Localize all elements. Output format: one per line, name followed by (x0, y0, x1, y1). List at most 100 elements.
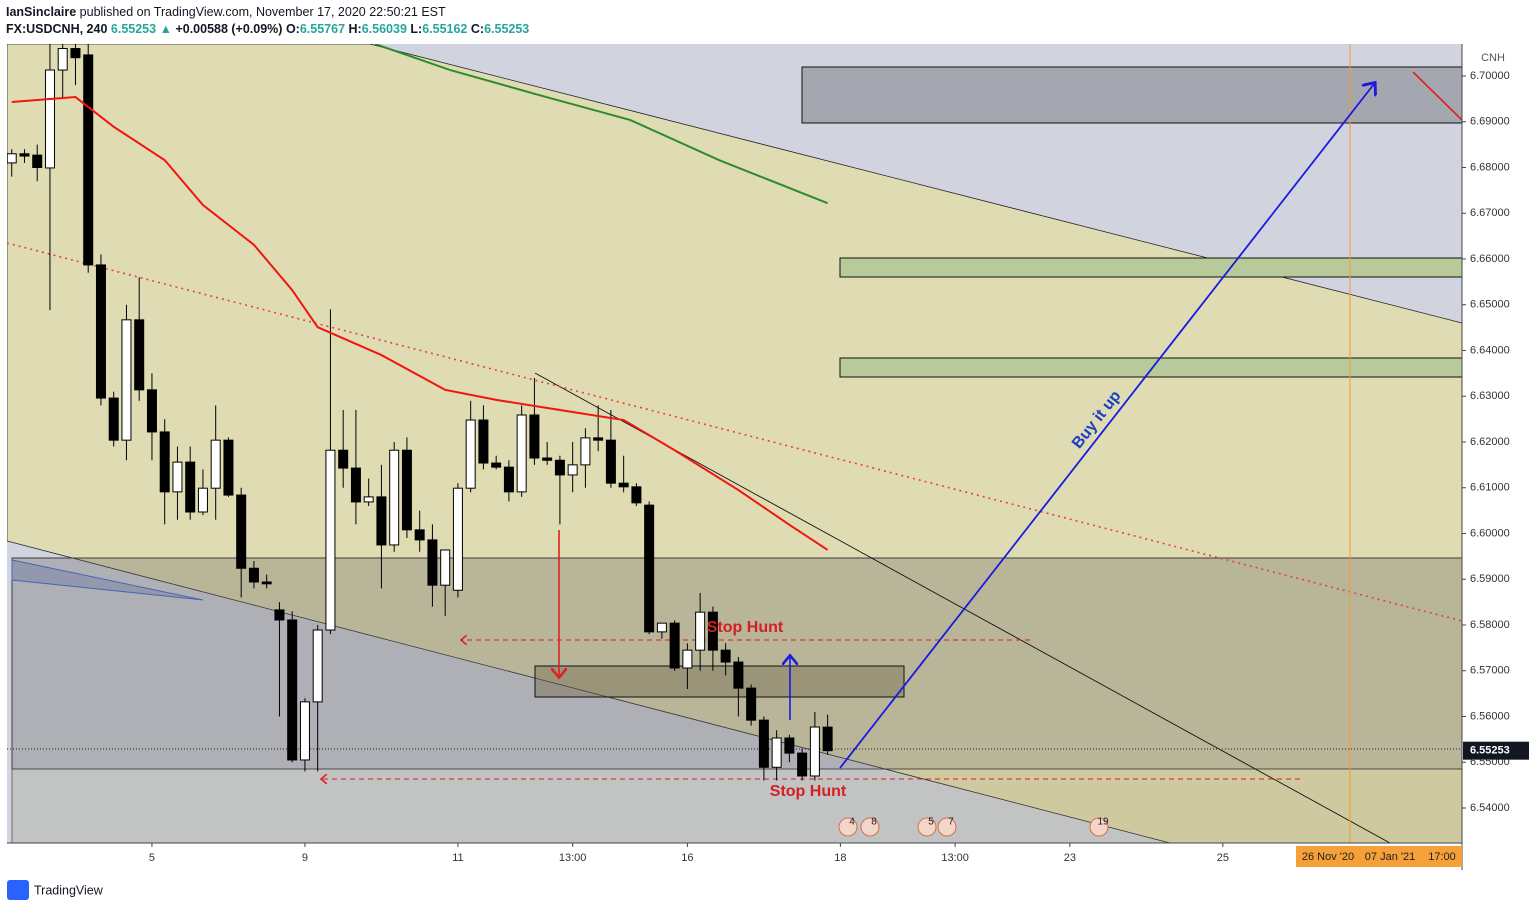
range-label: 26 Nov '20 (1302, 851, 1354, 863)
candle-body (57, 48, 68, 71)
candle-body (593, 437, 604, 441)
c-label: C: (470, 22, 485, 36)
candle-body (529, 414, 540, 459)
price-axis-bg (1462, 44, 1530, 870)
y-tick-label: 6.68000 (1470, 161, 1510, 173)
event-badge-label: 5 (928, 817, 934, 828)
green-box (839, 357, 1462, 378)
event-badge (860, 817, 880, 837)
y-tick-label: 6.57000 (1470, 665, 1510, 677)
y-tick-label: 6.67000 (1470, 207, 1510, 219)
candle-body (414, 529, 425, 541)
candle-body (695, 611, 706, 651)
y-tick-label: 6.62000 (1470, 436, 1510, 448)
event-badge (937, 817, 957, 837)
moving-average (374, 44, 828, 205)
event-badge-label: 7 (948, 817, 954, 828)
candle-body (223, 439, 234, 496)
x-tick-label: 16 (681, 852, 693, 864)
price-tag (1463, 741, 1529, 760)
candle-body (325, 449, 336, 631)
candle-body (580, 437, 591, 466)
candle-body (822, 726, 833, 752)
candle-body (618, 482, 629, 488)
candle-body (19, 153, 30, 157)
candle-body (503, 466, 514, 493)
candle-body (427, 539, 438, 586)
high-value: 6.56039 (361, 22, 407, 36)
candle-body (210, 439, 221, 489)
candle-body (758, 719, 769, 768)
y-tick-label: 6.60000 (1470, 527, 1510, 539)
brand: TradingView (34, 883, 104, 897)
x-tick-label: 25 (1217, 852, 1229, 864)
y-tick-label: 6.66000 (1470, 253, 1510, 265)
candle-body (682, 649, 693, 669)
y-tick-label: 6.58000 (1470, 619, 1510, 631)
x-tick-label: 9 (302, 852, 308, 864)
candle-body (95, 264, 106, 399)
published: published on TradingView.com, November 1… (79, 5, 446, 19)
candle-body (376, 496, 387, 546)
x-tick-label: 13:00 (559, 852, 587, 864)
candle-body (707, 611, 718, 651)
y-tick-label: 6.70000 (1470, 70, 1510, 82)
up-icon: ▲ (159, 22, 172, 36)
candle-body (172, 461, 183, 493)
x-tick-label: 23 (1064, 852, 1076, 864)
candle-body (197, 487, 208, 513)
candle-body (312, 629, 323, 703)
symbol: FX:USDCNH, 240 (6, 22, 108, 36)
candle-body (159, 431, 170, 493)
close-value: 6.55253 (484, 22, 530, 36)
candle-body (720, 649, 731, 663)
candle-body (465, 419, 476, 489)
zone (11, 557, 1462, 843)
candle-body (83, 54, 94, 266)
candle-body (338, 449, 349, 469)
candle-body (809, 726, 820, 777)
candle-body (452, 487, 463, 591)
candle-body (733, 661, 744, 689)
event-badge-label: 19 (1097, 817, 1109, 828)
event-badge (838, 817, 858, 837)
candle-body (121, 319, 132, 441)
price-tag-label: 6.55253 (1470, 745, 1510, 757)
axis-unit: CNH (1481, 52, 1505, 64)
candle-body (146, 389, 157, 433)
candle-body (134, 319, 145, 391)
y-tick-label: 6.56000 (1470, 710, 1510, 722)
range-label: 07 Jan '21 (1365, 851, 1415, 863)
candle-body (440, 549, 451, 586)
event-badge-label: 4 (849, 817, 855, 828)
y-tick-label: 6.69000 (1470, 116, 1510, 128)
low-value: 6.55162 (422, 22, 468, 36)
h-label: H: (348, 22, 362, 36)
candle-body (656, 622, 667, 633)
x-tick-label: 11 (452, 852, 463, 864)
candle-body (350, 467, 361, 503)
y-tick-label: 6.54000 (1470, 802, 1510, 814)
o-label: O: (285, 22, 300, 36)
publish-line: IanSinclaire published on TradingView.co… (6, 5, 446, 19)
x-tick-label: 18 (834, 852, 846, 864)
candle-body (401, 449, 412, 531)
candle-body (644, 504, 655, 633)
dotted-trend (7, 242, 1462, 622)
green-box (839, 257, 1462, 278)
moving-average (11, 95, 829, 551)
candle-body (363, 496, 374, 503)
candle-body (784, 737, 795, 754)
last-price: 6.55253 (110, 22, 157, 36)
candle-body (478, 419, 489, 464)
range-box (1296, 846, 1462, 867)
candle-body (32, 154, 43, 168)
candle-body (261, 581, 272, 585)
candle-body (108, 397, 119, 441)
target-box (801, 66, 1462, 124)
series-layer (7, 44, 833, 781)
y-tick-label: 6.64000 (1470, 344, 1510, 356)
x-tick-label: 5 (149, 852, 155, 864)
